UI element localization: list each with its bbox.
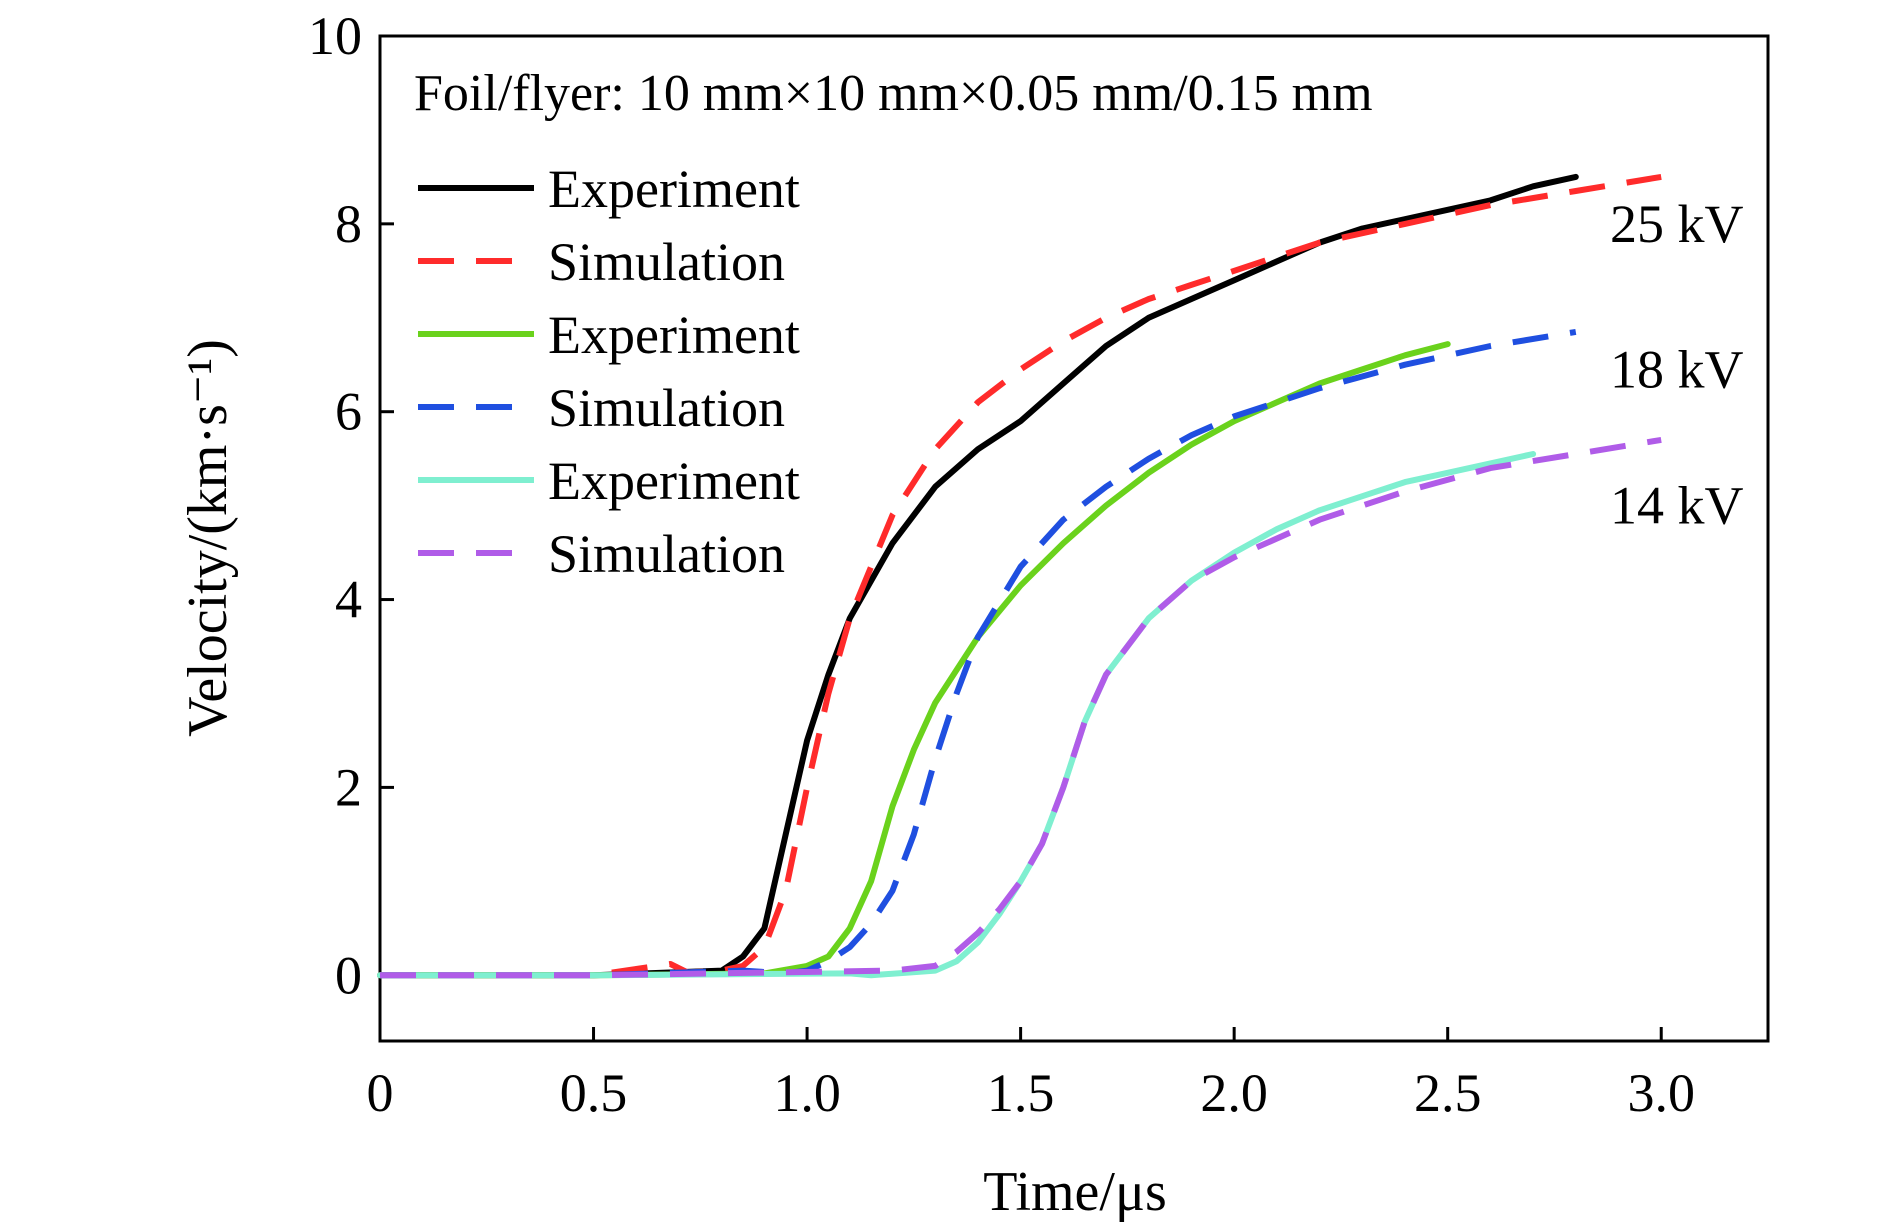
series-group-label: 14 kV [1610, 476, 1744, 536]
x-tick-label: 0 [367, 1063, 394, 1123]
y-axis-title: Velocity/(km·s⁻¹) [177, 339, 239, 737]
x-tick-label: 2.5 [1414, 1063, 1482, 1123]
y-axis: 0 2 4 6 8 10 [308, 6, 394, 1005]
y-tick-label: 4 [335, 570, 362, 630]
x-tick-label: 1.5 [987, 1063, 1055, 1123]
plot-frame [378, 34, 1770, 1043]
x-axis-title: Time/μs [983, 1161, 1167, 1223]
series-labels: 25 kV 18 kV 14 kV [1610, 194, 1744, 536]
x-tick-label: 2.0 [1200, 1063, 1268, 1123]
y-tick-label: 10 [308, 6, 362, 66]
legend: Experiment Simulation Experiment Simulation… [418, 159, 800, 584]
legend-label: Simulation [548, 232, 785, 292]
series-line-1-simulation-25kv [380, 173, 1662, 979]
series-layer [377, 173, 1662, 979]
legend-label: Experiment [548, 451, 800, 511]
legend-label: Experiment [548, 159, 800, 219]
series-group-label: 18 kV [1610, 339, 1744, 399]
series-line-2-experiment-18kv [377, 341, 1451, 979]
legend-label: Simulation [548, 378, 785, 438]
series-line-4-experiment-14kv [377, 451, 1537, 979]
legend-label: Simulation [548, 524, 785, 584]
chart-annotation: Foil/flyer: 10 mm×10 mm×0.05 mm/0.15 mm [414, 65, 1373, 122]
y-tick-label: 8 [335, 194, 362, 254]
y-tick-label: 2 [335, 757, 362, 817]
x-tick-label: 0.5 [560, 1063, 628, 1123]
x-tick-label: 3.0 [1627, 1063, 1695, 1123]
y-tick-label: 6 [335, 382, 362, 442]
series-line-0-experiment-25kv [377, 173, 1579, 979]
series-line-5-simulation-14kv [380, 436, 1662, 979]
x-tick-label: 1.0 [773, 1063, 841, 1123]
legend-label: Experiment [548, 305, 800, 365]
y-tick-label: 0 [335, 945, 362, 1005]
x-axis: 0 0.5 1.0 1.5 2.0 2.5 3.0 [367, 1027, 1695, 1123]
series-group-label: 25 kV [1610, 194, 1744, 254]
